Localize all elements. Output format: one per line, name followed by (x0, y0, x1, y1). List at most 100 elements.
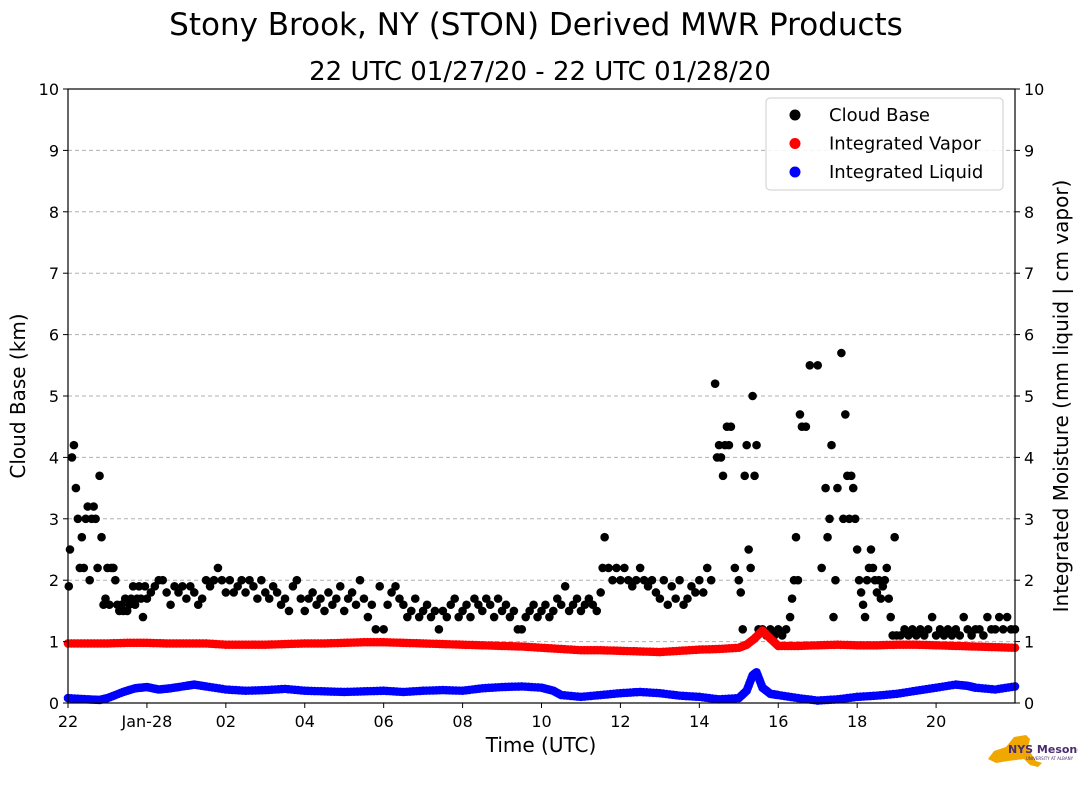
point-cloud-base (217, 575, 227, 585)
point-cloud-base (718, 471, 728, 481)
point-cloud-base (882, 563, 892, 573)
legend-label: Integrated Liquid (829, 162, 983, 183)
point-cloud-base (854, 575, 864, 585)
point-cloud-base (64, 582, 74, 591)
y2-tick-label: 6 (1024, 326, 1034, 345)
point-cloud-base (856, 588, 866, 597)
point-cloud-base (205, 582, 215, 591)
point-cloud-base (643, 582, 653, 591)
point-cloud-base (387, 588, 396, 597)
point-cloud-base (300, 606, 310, 616)
point-cloud-base (817, 563, 826, 573)
point-cloud-base (886, 612, 896, 622)
point-cloud-base (805, 361, 815, 370)
point-cloud-base (927, 612, 937, 622)
point-cloud-base (675, 575, 684, 585)
point-cloud-base (612, 563, 621, 573)
point-cloud-base (706, 575, 716, 585)
point-cloud-base (748, 391, 757, 401)
series-integrated-liquid (63, 668, 1020, 705)
point-cloud-base (379, 625, 388, 634)
legend-label: Integrated Vapor (829, 134, 981, 155)
point-cloud-base (998, 625, 1008, 634)
point-cloud-base (509, 606, 519, 616)
point-cloud-base (83, 502, 93, 511)
series-cloud-base (64, 348, 1020, 640)
point-cloud-base (647, 575, 657, 585)
point-cloud-base (659, 575, 669, 585)
point-cloud-base (406, 606, 416, 616)
legend: Cloud Base Integrated Vapor Integrated Liq… (765, 97, 1004, 191)
point-cloud-base (189, 588, 199, 597)
point-cloud-base (458, 606, 467, 616)
point-cloud-base (81, 514, 91, 524)
point-cloud-base (598, 563, 607, 573)
point-cloud-base (785, 612, 795, 622)
point-cloud-base (481, 594, 491, 603)
x-tick-label: 10 (531, 712, 551, 731)
point-cloud-base (276, 600, 286, 610)
chart-subtitle: 22 UTC 01/27/20 - 22 UTC 01/28/20 (309, 57, 771, 87)
y2-tick-label: 10 (1024, 80, 1044, 99)
point-cloud-base (939, 631, 949, 640)
point-cloud-base (616, 575, 625, 585)
point-cloud-base (716, 453, 726, 462)
y2-tick-label: 8 (1024, 203, 1034, 222)
point-cloud-base (600, 532, 609, 542)
point-cloud-base (947, 631, 957, 640)
point-cloud-base (884, 594, 894, 603)
point-cloud-base (858, 600, 868, 610)
point-cloud-base (201, 575, 211, 585)
point-cloud-base (746, 563, 755, 573)
point-cloud-base (795, 410, 805, 419)
point-cloud-base (596, 588, 605, 597)
point-cloud-base (355, 575, 365, 585)
point-cloud-base (69, 440, 79, 450)
x-tick-label: 14 (689, 712, 709, 731)
point-cloud-base (339, 606, 349, 616)
point-cloud-base (442, 612, 452, 622)
point-cloud-base (651, 588, 661, 597)
x-tick-label: 02 (216, 712, 236, 731)
point-cloud-base (233, 582, 242, 591)
point-cloud-base (533, 612, 542, 622)
point-cloud-base (963, 625, 972, 634)
point-cloud-base (537, 606, 546, 616)
point-cloud-base (525, 606, 534, 616)
point-cloud-base (791, 532, 801, 542)
point-cloud-base (489, 612, 499, 622)
point-cloud-base (120, 594, 130, 603)
x-tick-label: 16 (768, 712, 788, 731)
point-cloud-base (343, 594, 353, 603)
y-tick-label: 7 (49, 264, 59, 283)
point-cloud-base (655, 594, 665, 603)
point-cloud-base (667, 582, 677, 591)
point-cloud-base (197, 594, 207, 603)
point-cloud-base (742, 440, 751, 450)
point-cloud-base (564, 606, 574, 616)
point-cloud-base (943, 625, 953, 634)
point-cloud-base (162, 588, 171, 597)
y-tick-label: 3 (49, 510, 59, 529)
legend-marker (789, 166, 801, 178)
point-cloud-base (862, 575, 872, 585)
point-cloud-base (900, 625, 909, 634)
point-cloud-base (521, 612, 531, 622)
x-tick-label: 06 (373, 712, 393, 731)
point-cloud-base (109, 563, 118, 573)
point-cloud-base (576, 606, 586, 616)
y2-tick-label: 4 (1024, 448, 1034, 467)
point-cloud-base (478, 606, 487, 616)
y-tick-label: 8 (49, 203, 59, 222)
point-cloud-base (702, 563, 712, 573)
point-cloud-base (391, 582, 400, 591)
point-cloud-base (304, 594, 313, 603)
point-cloud-base (237, 575, 246, 585)
point-cloud-base (146, 588, 156, 597)
point-cloud-base (351, 600, 361, 610)
point-cloud-base (134, 582, 144, 591)
point-cloud-base (683, 594, 692, 603)
x-axis-label: Time (UTC) (485, 733, 597, 757)
point-cloud-base (93, 563, 102, 573)
